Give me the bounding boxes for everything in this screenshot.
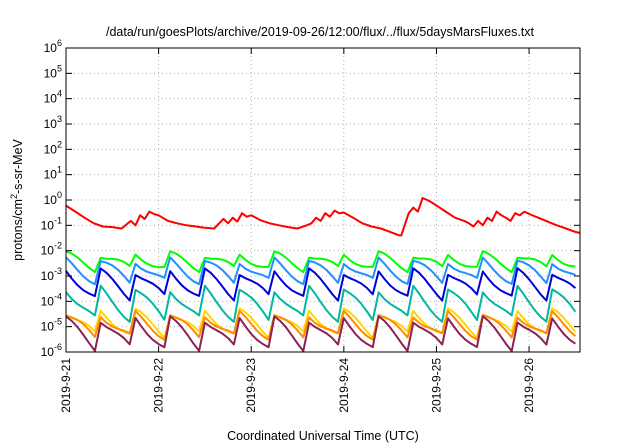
- y-tick-label: 103: [44, 114, 62, 131]
- series-line: [65, 284, 577, 323]
- y-tick-label: 10-2: [41, 241, 62, 258]
- x-tick-label: 2019-9-21: [59, 358, 73, 413]
- y-tick-label: 10-4: [41, 291, 62, 308]
- y-tick-label: 102: [44, 139, 62, 156]
- y-axis-label: protons/cm2-s-sr-MeV: [9, 138, 25, 260]
- y-tick-label: 10-3: [41, 266, 62, 283]
- chart-title: /data/run/goesPlots/archive/2019-09-26/1…: [106, 25, 535, 39]
- x-tick-label: 2019-9-26: [522, 358, 536, 413]
- x-axis: 2019-9-21 2019-9-22 2019-9-23 2019-9-24 2019…: [59, 48, 536, 413]
- series-line: [65, 256, 576, 286]
- y-tick-label: 10-1: [41, 215, 62, 232]
- series-line: [65, 267, 577, 302]
- series-line: [65, 309, 577, 341]
- x-axis-label: Coordinated Universal Time (UTC): [227, 429, 419, 443]
- series-line: [65, 315, 576, 353]
- y-tick-label: 100: [44, 190, 62, 207]
- y-tick-label: 101: [44, 165, 62, 182]
- x-tick-label: 2019-9-22: [152, 358, 166, 413]
- y-tick-label: 106: [44, 38, 62, 55]
- series-layer: [65, 197, 581, 353]
- grid: [66, 48, 580, 352]
- x-tick-label: 2019-9-24: [337, 358, 351, 413]
- y-tick-label: 104: [44, 89, 62, 106]
- y-axis: 106 105 104 103 102 101 100 10-1 10-2 10-3 10-4 10-…: [41, 38, 580, 359]
- series-line: [65, 250, 576, 274]
- x-tick-label: 2019-9-23: [244, 358, 258, 413]
- x-tick-label: 2019-9-25: [429, 358, 443, 413]
- y-tick-label: 10-6: [41, 342, 62, 359]
- y-tick-label: 10-5: [41, 317, 62, 334]
- y-tick-label: 105: [44, 63, 62, 80]
- series-line: [65, 197, 581, 237]
